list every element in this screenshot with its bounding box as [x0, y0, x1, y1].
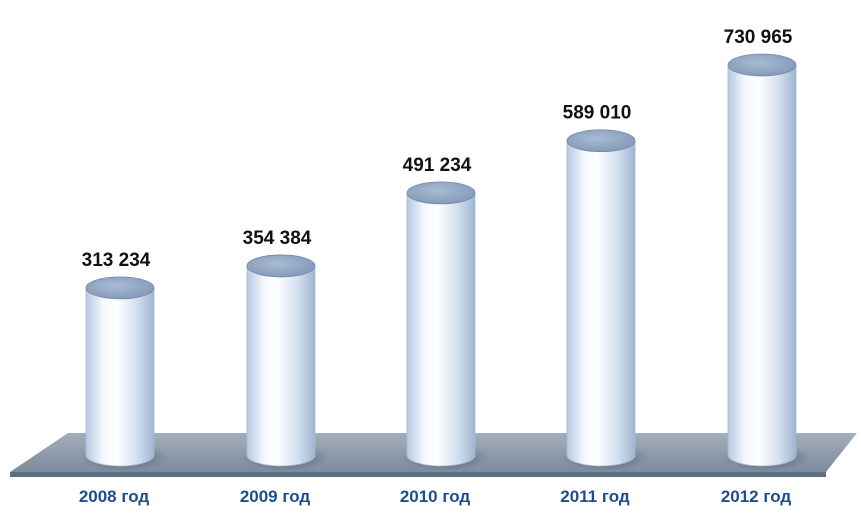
- category-label: 2011 год: [560, 487, 630, 506]
- bar-value-label: 589 010: [563, 103, 632, 124]
- category-label: 2012 год: [721, 487, 792, 506]
- bar-value-label: 313 234: [82, 250, 151, 271]
- bar: [406, 181, 476, 467]
- bar-top: [85, 276, 155, 300]
- bar-top: [246, 254, 316, 278]
- category-label: 2009 год: [240, 487, 311, 506]
- bar-top: [406, 181, 476, 205]
- bar-body: [85, 287, 155, 467]
- bar: [727, 53, 797, 467]
- category-labels: 2008 год 2009 год 2010 год 2011 год 2012 год: [79, 487, 792, 506]
- category-label: 2010 год: [400, 487, 471, 506]
- bar-top: [727, 53, 797, 77]
- bar: [246, 254, 316, 467]
- bar: [566, 129, 636, 467]
- bar-top: [566, 129, 636, 153]
- bar: [85, 276, 155, 467]
- bar-value-label: 354 384: [243, 228, 312, 249]
- bar-body: [406, 192, 476, 467]
- floor-front: [10, 472, 826, 477]
- bar-value-label: 730 965: [724, 27, 793, 48]
- bar-value-label: 491 234: [403, 155, 472, 176]
- category-label: 2008 год: [79, 487, 150, 506]
- value-labels: 313 234 354 384 491 234 589 010 730 965: [82, 27, 793, 271]
- bar-body: [566, 140, 636, 467]
- bar-body: [727, 64, 797, 467]
- bars: [85, 53, 797, 467]
- bar-body: [246, 265, 316, 467]
